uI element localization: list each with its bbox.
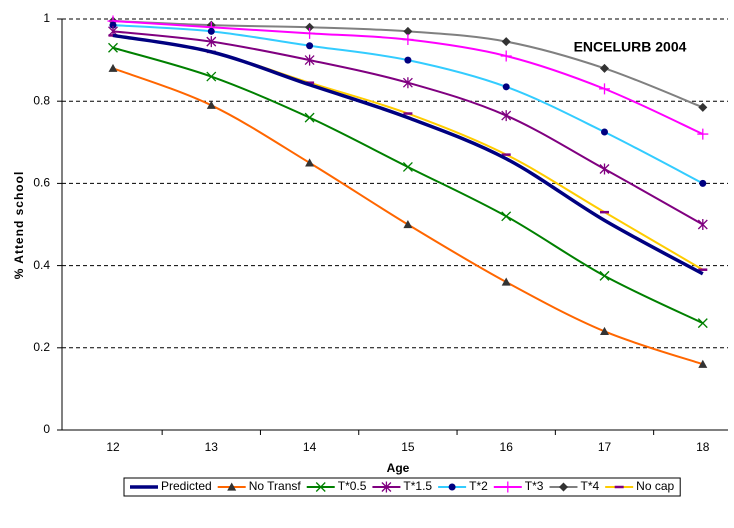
marker — [227, 482, 237, 491]
marker — [403, 220, 413, 229]
marker — [381, 481, 392, 493]
marker — [501, 277, 511, 286]
marker — [558, 482, 568, 492]
marker — [108, 42, 118, 53]
marker — [697, 219, 708, 230]
marker — [697, 128, 709, 140]
marker — [304, 54, 315, 66]
x-axis-label: Age — [387, 461, 410, 475]
legend-label: T*0.5 — [338, 479, 367, 493]
legend-label: No Transf — [249, 479, 302, 493]
marker — [306, 42, 314, 50]
marker — [404, 56, 412, 64]
marker — [304, 112, 315, 123]
x-tick-label: 18 — [696, 440, 710, 454]
marker — [403, 26, 413, 36]
marker — [599, 270, 610, 281]
marker — [448, 483, 456, 491]
y-tick-label: 1 — [43, 11, 50, 25]
legend-label: Predicted — [161, 479, 212, 493]
marker — [599, 83, 610, 95]
y-tick-label: 0.8 — [33, 93, 50, 107]
x-tick-label: 17 — [598, 440, 612, 454]
marker — [698, 102, 708, 112]
marker — [502, 83, 510, 91]
x-tick-label: 16 — [500, 440, 514, 454]
marker — [402, 34, 414, 46]
marker — [206, 36, 217, 48]
marker — [305, 158, 315, 167]
legend-box — [123, 477, 681, 497]
marker — [599, 163, 610, 175]
legend-label: T*1.5 — [403, 479, 432, 493]
marker — [500, 50, 512, 62]
marker — [402, 77, 413, 89]
marker — [698, 359, 708, 368]
marker — [600, 326, 609, 335]
marker — [699, 179, 707, 187]
legend-label: T*4 — [580, 479, 599, 493]
marker — [501, 110, 512, 122]
marker — [315, 482, 326, 492]
legend-label: T*2 — [469, 479, 488, 493]
x-tick-label: 12 — [106, 440, 120, 454]
marker — [501, 37, 511, 47]
y-tick-label: 0.6 — [33, 176, 50, 190]
marker — [109, 21, 117, 29]
y-tick-label: 0.4 — [33, 258, 50, 272]
series-line — [112, 46, 704, 325]
x-tick-label: 15 — [401, 440, 415, 454]
annotation: ENCELURB 2004 — [574, 39, 687, 55]
y-tick-label: 0 — [43, 422, 50, 436]
series-line — [112, 33, 704, 276]
legend-label: No cap — [636, 479, 674, 493]
marker — [304, 27, 316, 39]
x-tick-label: 14 — [303, 440, 317, 454]
x-tick-label: 13 — [205, 440, 219, 454]
marker — [600, 63, 609, 73]
marker — [697, 318, 708, 329]
marker — [206, 100, 216, 109]
legend: Predicted No Transf T*0.5 T*1.5 T*2 T*3 T*4 No … — [123, 477, 681, 497]
legend-label: T*3 — [525, 479, 544, 493]
marker — [601, 128, 608, 136]
marker — [502, 481, 514, 493]
marker — [305, 22, 315, 32]
series-line — [112, 34, 704, 271]
marker — [501, 211, 512, 222]
y-axis-label: % Attend school — [12, 171, 26, 280]
marker — [402, 162, 413, 172]
marker — [206, 71, 217, 82]
marker — [108, 63, 118, 72]
marker — [207, 27, 215, 35]
y-tick-label: 0.2 — [33, 340, 50, 354]
